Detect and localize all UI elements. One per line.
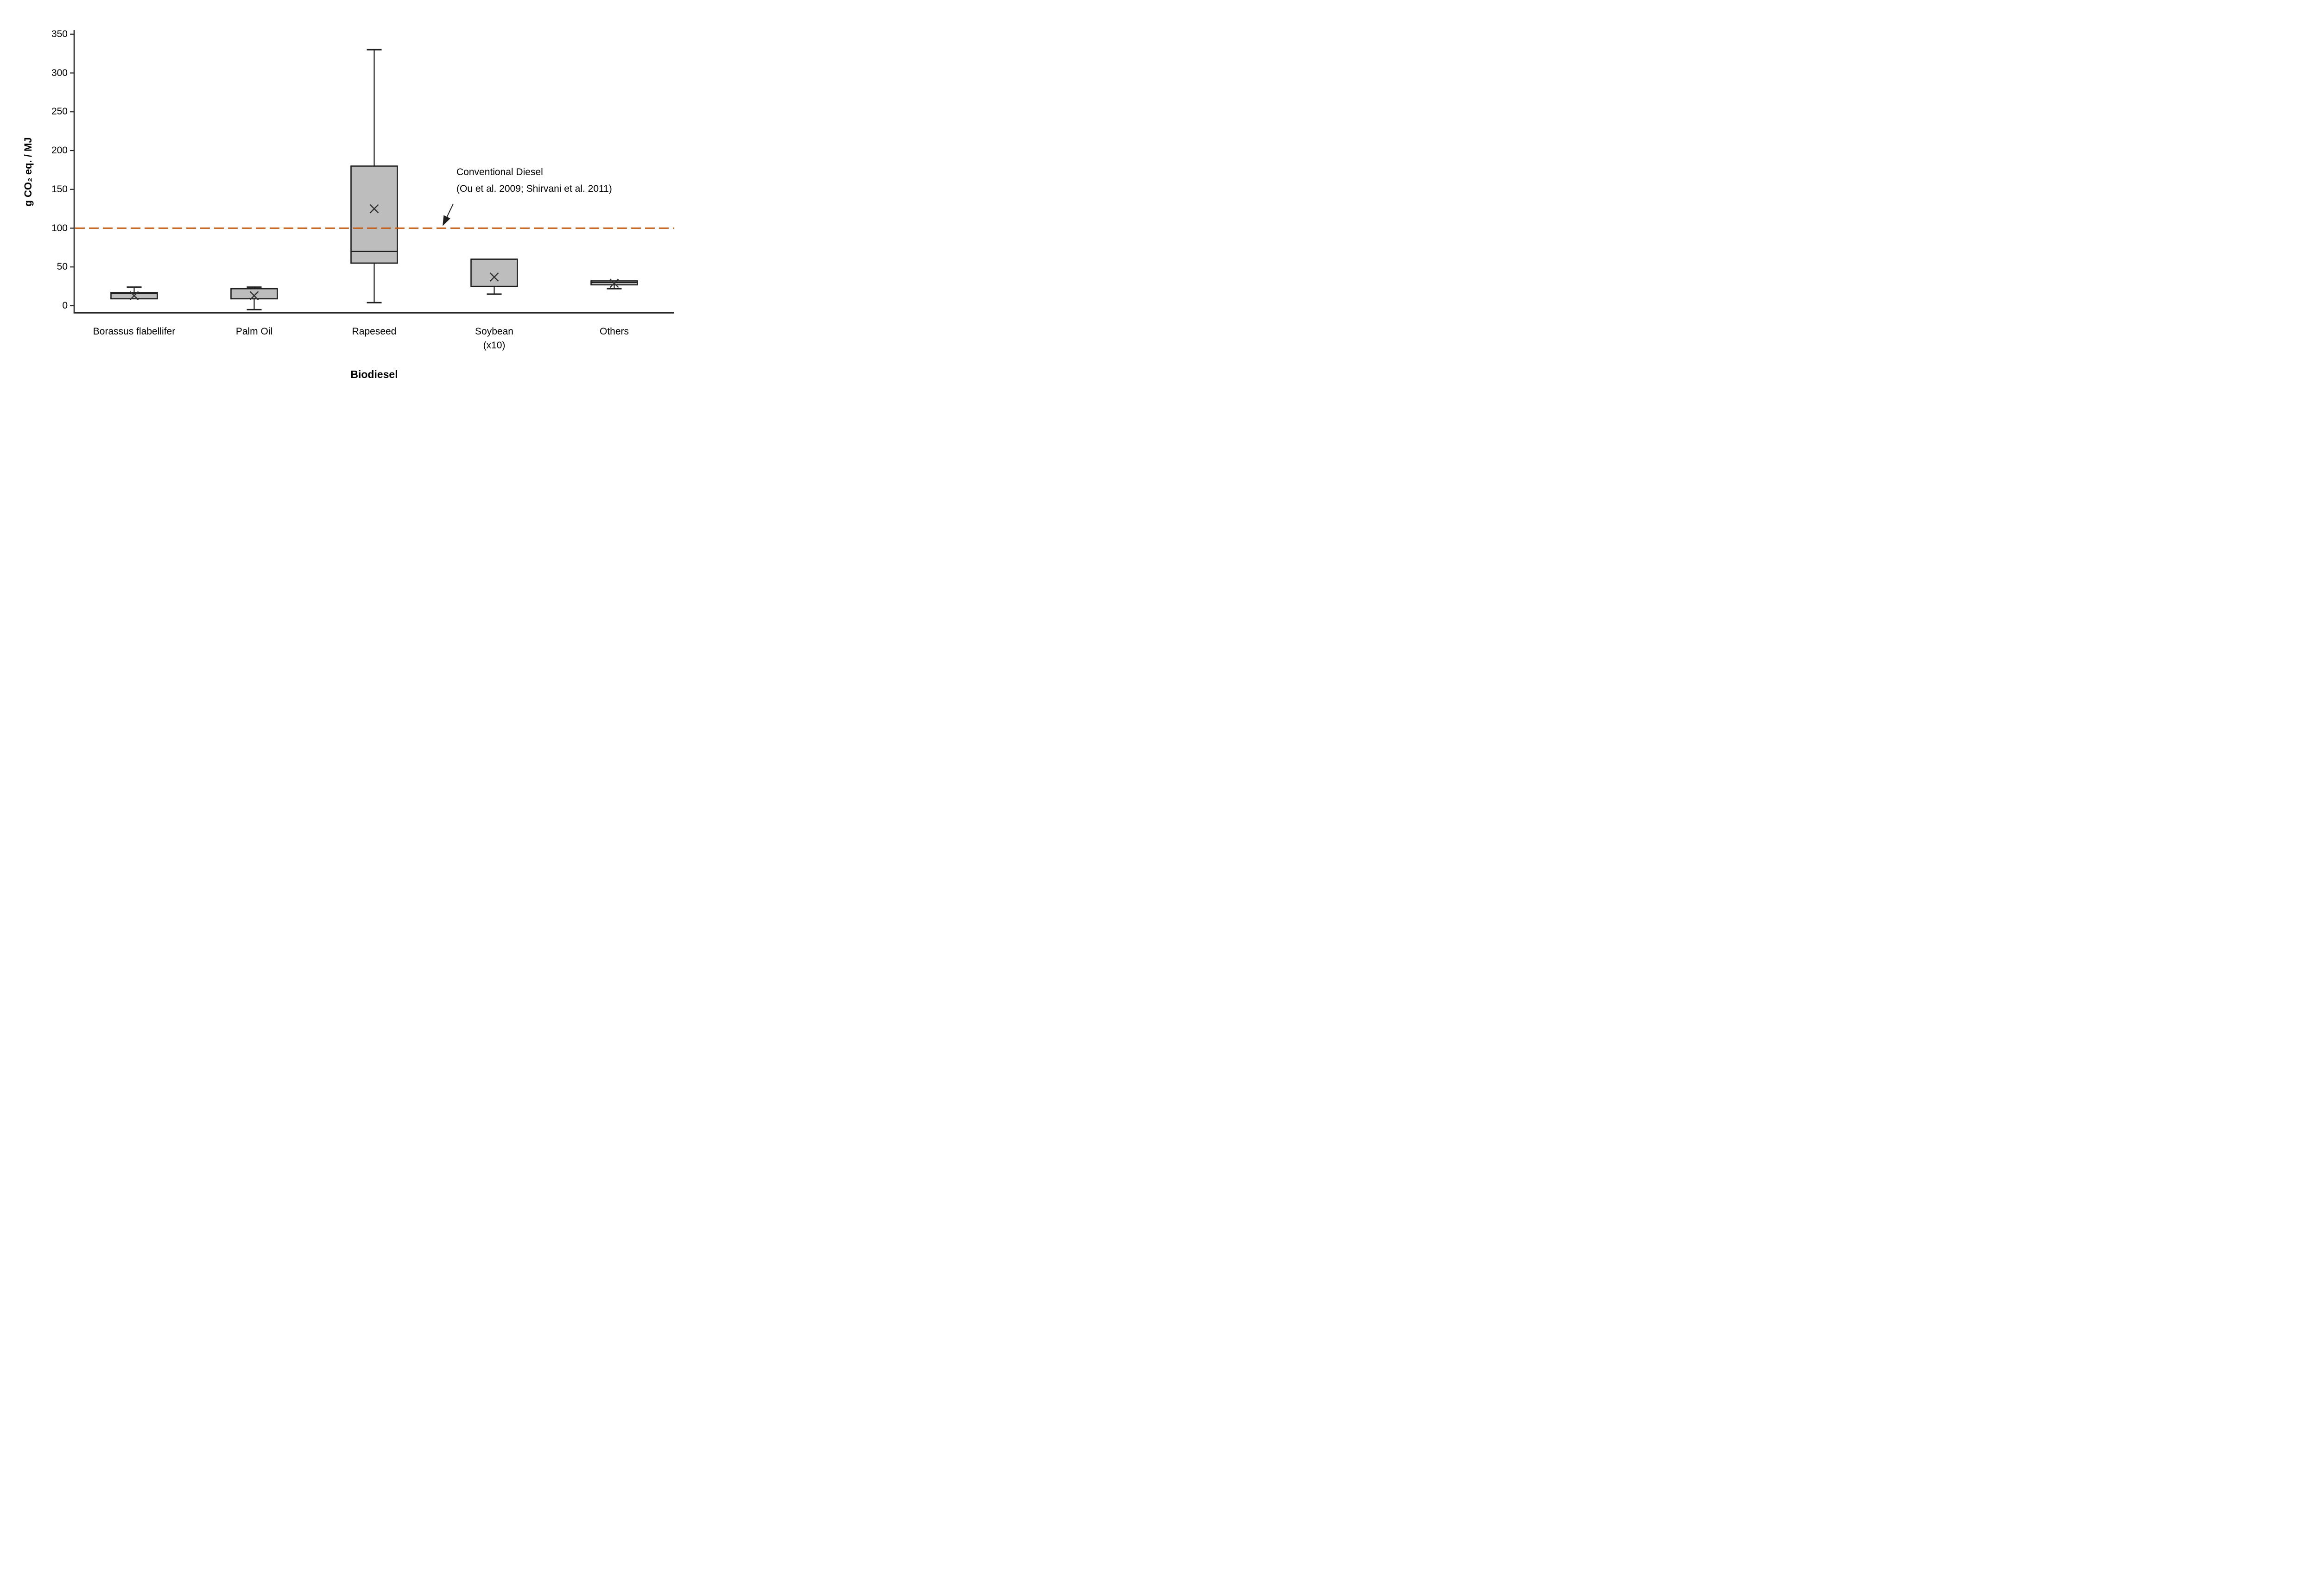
- category-label-palm-oil: Palm Oil: [194, 325, 314, 339]
- y-tick-label-50: 50: [57, 261, 68, 272]
- category-label-text: Borassus flabellifer: [93, 326, 176, 337]
- boxplot-figure: 350 300 250 200 150 100 50 0 Borassus fl…: [0, 0, 686, 399]
- mean-x-marker: [369, 204, 379, 214]
- x-axis-title: Biodiesel: [350, 368, 398, 380]
- category-label-others: Others: [554, 325, 674, 339]
- reference-line-annotation: Conventional Diesel (Ou et al. 2009; Shi…: [456, 164, 612, 197]
- annotation-line1: Conventional Diesel: [456, 167, 543, 177]
- mean-x-marker: [129, 291, 139, 301]
- y-axis-title: g CO₂ eq. / MJ: [22, 137, 34, 207]
- y-tick-label-250: 250: [51, 106, 68, 117]
- box-group-0: [110, 286, 158, 301]
- y-tick-label-0: 0: [62, 300, 68, 311]
- category-label-borassus: Borassus flabellifer: [74, 325, 194, 339]
- category-label-text: Soybean: [475, 326, 513, 337]
- box-1: [230, 288, 278, 300]
- y-tick-label-350: 350: [51, 28, 68, 39]
- category-label-text: Rapeseed: [352, 326, 397, 337]
- box-group-2: [350, 49, 398, 303]
- box-group-4: [590, 278, 638, 290]
- category-label-soybean: Soybean (x10): [434, 325, 554, 353]
- category-label-text: Others: [599, 326, 629, 337]
- category-label-text: Palm Oil: [235, 326, 273, 337]
- mean-x-marker: [249, 291, 259, 301]
- y-tick-label-200: 200: [51, 145, 68, 156]
- box-group-1: [230, 286, 278, 310]
- y-tick-label-150: 150: [51, 183, 68, 195]
- y-tick-label-100: 100: [51, 222, 68, 233]
- mean-x-marker: [489, 272, 499, 282]
- plot-area: [70, 30, 674, 314]
- box-2: [350, 165, 398, 264]
- category-label-rapeseed: Rapeseed: [314, 325, 434, 339]
- box-group-3: [470, 259, 518, 295]
- annotation-arrow: [443, 203, 454, 226]
- box-3: [470, 259, 518, 287]
- mean-x-marker: [609, 278, 619, 288]
- annotation-line2: (Ou et al. 2009; Shirvani et al. 2011): [456, 183, 612, 194]
- category-sublabel-text: (x10): [483, 340, 506, 351]
- y-tick-label-300: 300: [51, 67, 68, 78]
